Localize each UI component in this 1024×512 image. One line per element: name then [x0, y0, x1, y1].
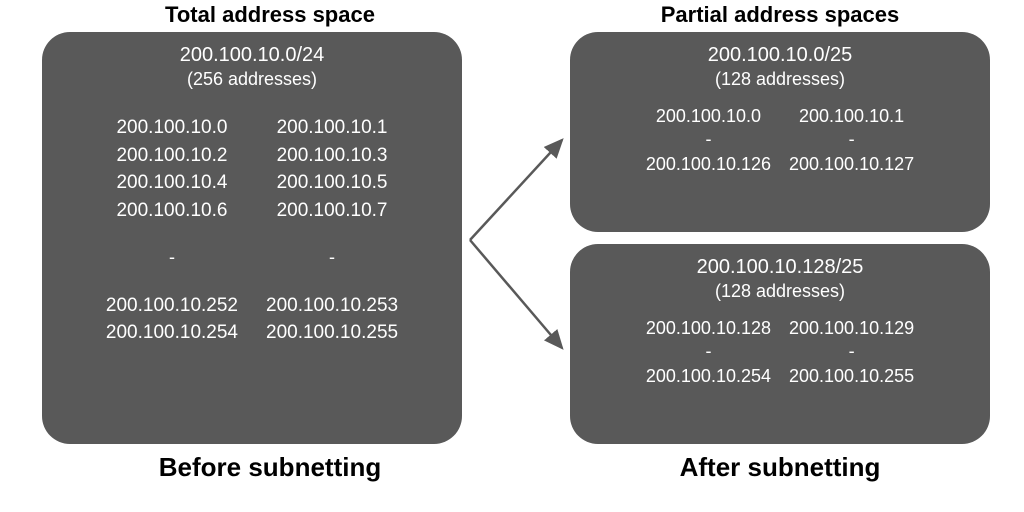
ip-cell: 200.100.10.2 — [116, 142, 227, 170]
left-footer: Before subnetting — [60, 452, 480, 483]
range-dash: - — [849, 340, 855, 363]
ip-cell: 200.100.10.253 — [266, 292, 398, 320]
subnet-box-0: 200.100.10.0/25 (128 addresses) 200.100.… — [570, 32, 990, 232]
range-end: 200.100.10.126 — [646, 152, 771, 176]
total-cidr: 200.100.10.0/24 — [52, 44, 452, 67]
ip-cell: 200.100.10.0 — [116, 114, 227, 142]
total-space-box: 200.100.10.0/24 (256 addresses) 200.100.… — [42, 32, 462, 444]
ip-cell: 200.100.10.3 — [277, 142, 388, 170]
ip-cell: 200.100.10.254 — [106, 319, 238, 347]
ip-cell: 200.100.10.252 — [106, 292, 238, 320]
left-header: Total address space — [60, 2, 480, 28]
range-start: 200.100.10.129 — [789, 316, 914, 340]
range-start: 200.100.10.0 — [656, 104, 761, 128]
range-end: 200.100.10.254 — [646, 364, 771, 388]
range-start: 200.100.10.1 — [799, 104, 904, 128]
ip-cell: 200.100.10.1 — [277, 114, 388, 142]
subnet-box-1: 200.100.10.128/25 (128 addresses) 200.10… — [570, 244, 990, 444]
range-end: 200.100.10.127 — [789, 152, 914, 176]
range-start: 200.100.10.128 — [646, 316, 771, 340]
ellipsis: - — [169, 246, 175, 269]
ip-cell: 200.100.10.4 — [116, 169, 227, 197]
subnet1-cidr: 200.100.10.128/25 — [580, 256, 980, 279]
arrow-bottom — [470, 240, 562, 348]
range-dash: - — [849, 128, 855, 151]
right-header: Partial address spaces — [560, 2, 1000, 28]
subnet0-cidr: 200.100.10.0/25 — [580, 44, 980, 67]
arrow-top — [470, 140, 562, 240]
ellipsis: - — [329, 246, 335, 269]
subnet1-ranges: 200.100.10.128 - 200.100.10.254 200.100.… — [580, 316, 980, 388]
total-count: (256 addresses) — [52, 69, 452, 90]
range-dash: - — [705, 128, 711, 151]
ip-cell: 200.100.10.255 — [266, 319, 398, 347]
ip-cell: 200.100.10.6 — [116, 197, 227, 225]
right-footer: After subnetting — [560, 452, 1000, 483]
subnet0-count: (128 addresses) — [580, 69, 980, 90]
ip-cell: 200.100.10.7 — [277, 197, 388, 225]
total-sample-block: 200.100.10.0 200.100.10.2 200.100.10.4 2… — [52, 114, 452, 347]
subnet0-ranges: 200.100.10.0 - 200.100.10.126 200.100.10… — [580, 104, 980, 176]
range-dash: - — [705, 340, 711, 363]
ip-cell: 200.100.10.5 — [277, 169, 388, 197]
subnet1-count: (128 addresses) — [580, 281, 980, 302]
range-end: 200.100.10.255 — [789, 364, 914, 388]
